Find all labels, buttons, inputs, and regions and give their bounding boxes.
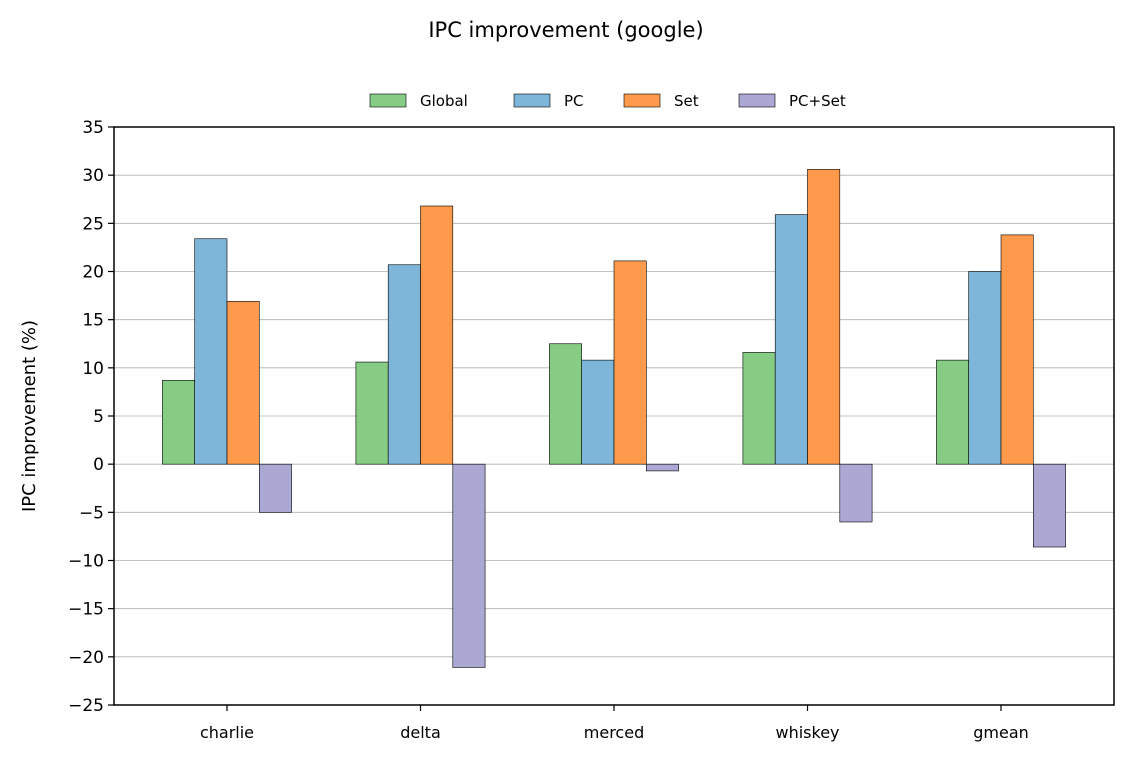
bar-set-charlie (226, 301, 260, 465)
bar-pc-whiskey (774, 214, 808, 465)
y-tick-label: −15 (68, 600, 104, 620)
bar-global-gmean (936, 359, 970, 465)
bar-pc-set-delta (452, 463, 486, 668)
legend: Global PC Set PC+Set (369, 92, 846, 110)
x-tick-label: charlie (200, 723, 254, 742)
x-tick-label: whiskey (775, 723, 839, 742)
y-axis: −25 −20 −15 −10 −5 0 5 10 15 20 25 30 35 (68, 118, 114, 716)
y-tick-label: 30 (82, 166, 104, 186)
y-tick-label: −25 (68, 696, 104, 716)
y-tick-label: −5 (79, 503, 104, 523)
y-tick-label: −20 (68, 648, 104, 668)
bar-pc-gmean (968, 271, 1002, 465)
bar-global-charlie (162, 380, 195, 465)
y-tick-label: −10 (68, 552, 104, 572)
bar-pc-set-gmean (1033, 463, 1066, 548)
legend-swatch (623, 93, 661, 108)
legend-label: PC (564, 92, 584, 110)
bar-pc-merced (581, 359, 615, 465)
x-tick-label: delta (400, 723, 441, 742)
y-tick-label: 5 (93, 407, 104, 427)
bar-pc-charlie (194, 238, 228, 465)
bar-global-merced (549, 343, 583, 465)
bar-pc-delta (387, 264, 421, 465)
bar-set-delta (420, 205, 454, 465)
bar-global-whiskey (742, 352, 776, 465)
bar-set-whiskey (807, 169, 841, 465)
y-tick-label: 10 (82, 359, 104, 379)
bar-pc-set-merced (645, 463, 679, 472)
bar-pc-set-whiskey (839, 463, 873, 523)
legend-swatch (369, 93, 407, 108)
y-tick-label: 15 (82, 311, 104, 331)
bar-pc-set-charlie (258, 463, 292, 513)
y-tick-label: 25 (82, 214, 104, 234)
legend-label: Set (674, 92, 699, 110)
chart-title: IPC improvement (google) (428, 18, 703, 42)
x-tick-label: merced (584, 723, 644, 742)
x-axis: charlie delta merced whiskey gmean (200, 705, 1029, 742)
y-tick-label: 35 (82, 118, 104, 138)
legend-swatch (738, 93, 776, 108)
legend-label: Global (420, 92, 468, 110)
x-tick-label: gmean (973, 723, 1029, 742)
bars (162, 169, 1066, 668)
legend-label: PC+Set (789, 92, 846, 110)
bar-global-delta (355, 361, 389, 465)
y-tick-label: 20 (82, 263, 104, 283)
y-axis-label: IPC improvement (%) (19, 320, 40, 512)
bar-set-merced (613, 260, 647, 465)
y-tick-label: 0 (93, 455, 104, 475)
bar-set-gmean (1000, 234, 1034, 465)
legend-swatch (513, 93, 551, 108)
